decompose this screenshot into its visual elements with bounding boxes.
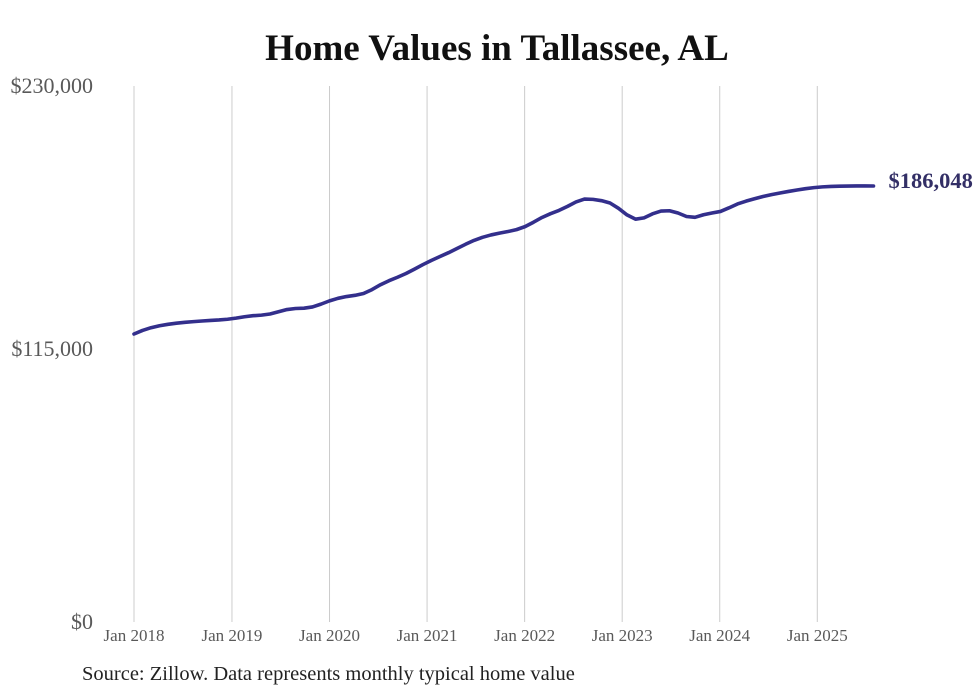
svg-text:Jan 2022: Jan 2022 (494, 626, 555, 645)
svg-text:$186,048: $186,048 (889, 168, 973, 193)
svg-text:Jan 2018: Jan 2018 (104, 626, 165, 645)
svg-text:$0: $0 (71, 609, 93, 634)
svg-text:Jan 2025: Jan 2025 (787, 626, 848, 645)
svg-text:Jan 2023: Jan 2023 (592, 626, 653, 645)
svg-text:Jan 2024: Jan 2024 (689, 626, 750, 645)
svg-text:Jan 2020: Jan 2020 (299, 626, 360, 645)
svg-text:Jan 2021: Jan 2021 (397, 626, 458, 645)
svg-text:$115,000: $115,000 (11, 336, 93, 361)
svg-text:Jan 2019: Jan 2019 (201, 626, 262, 645)
svg-text:$230,000: $230,000 (11, 73, 94, 98)
